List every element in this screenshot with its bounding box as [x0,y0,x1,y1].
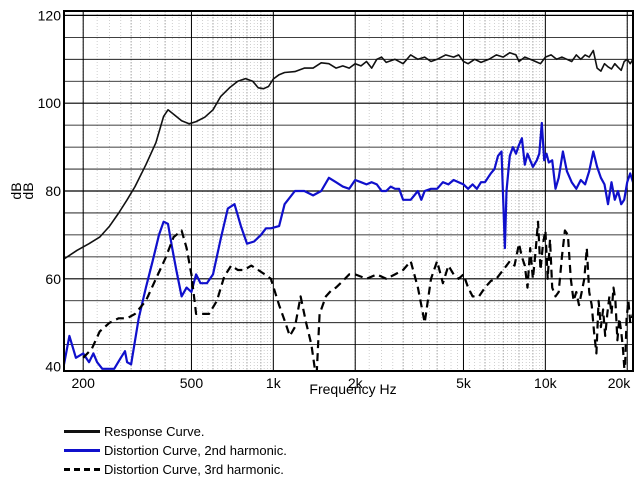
x-tick-label: 20k [608,375,632,391]
y-tick-label: 120 [38,7,62,23]
x-tick-label: 10k [534,375,558,391]
legend-swatch [64,468,100,471]
y-tick-label: 60 [45,271,61,287]
legend: Response Curve. Distortion Curve, 2nd har… [64,422,287,479]
y-axis-label: dBdB [8,182,36,199]
legend-entry: Distortion Curve, 3rd harmonic. [64,460,287,479]
legend-entry: Response Curve. [64,422,287,441]
y-tick-labels: 40 60 80 100 120 [38,7,62,374]
x-tick-label: 1k [266,375,282,391]
legend-label: Distortion Curve, 2nd harmonic. [104,443,287,458]
legend-label: Response Curve. [104,424,205,439]
y-tick-label: 40 [45,359,61,375]
x-tick-labels: 200 500 1k 2k 5k 10k 20k [72,375,632,391]
series-line-1 [64,49,633,260]
legend-label: Distortion Curve, 3rd harmonic. [104,462,284,477]
y-tick-label: 100 [38,95,62,111]
legend-swatch [64,449,100,452]
y-axis-label-line: dB [20,182,36,199]
y-tick-label: 80 [45,183,61,199]
x-axis-label: Frequency Hz [309,381,396,397]
series-line-3 [82,220,633,371]
y-axis-label-line: dB [8,182,24,199]
x-tick-label: 200 [72,375,96,391]
plot-frame [63,10,634,372]
x-tick-label: 500 [180,375,204,391]
series-line-2 [64,121,633,370]
x-tick-label: 5k [456,375,472,391]
legend-swatch [64,430,100,433]
x-tick-label: 2k [348,375,364,391]
grid [64,11,633,371]
legend-entry: Distortion Curve, 2nd harmonic. [64,441,287,460]
series-group [64,49,633,371]
